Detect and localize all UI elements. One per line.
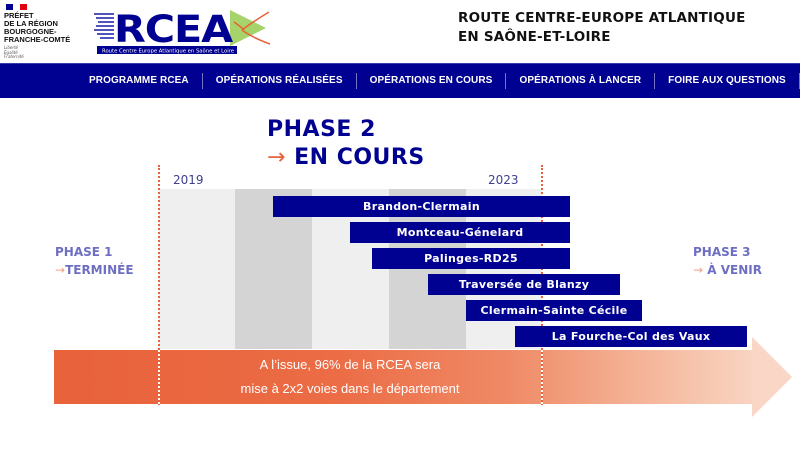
operation-bar-montceau-genelard[interactable]: Montceau-Génelard: [350, 222, 570, 243]
band-message: A l’issue, 96% de la RCEA sera mise à 2x…: [240, 357, 460, 396]
year-start: 2019: [173, 173, 204, 187]
year-column: [159, 189, 235, 349]
main-nav: PROGRAMME RCEA OPÉRATIONS RÉALISÉES OPÉR…: [0, 63, 800, 98]
arrow-right-icon: →: [693, 263, 704, 277]
nav-operations-realisees[interactable]: OPÉRATIONS RÉALISÉES: [203, 73, 357, 89]
arrow-right-icon: →: [55, 263, 66, 277]
end-marker-line-band: [541, 350, 543, 404]
rcea-logo-icon: RCEA Route Centre Europe Atlantique en S…: [94, 8, 271, 55]
prefet-logo: PRÉFET DE LA RÉGION BOURGOGNE- FRANCHE-C…: [4, 4, 88, 60]
svg-text:Route Centre Europe Atlantique: Route Centre Europe Atlantique en Saône …: [102, 48, 234, 55]
french-flag-icon: [6, 4, 88, 10]
prefet-name: PRÉFET DE LA RÉGION BOURGOGNE- FRANCHE-C…: [4, 11, 71, 44]
nav-foire-aux-questions[interactable]: FOIRE AUX QUESTIONS: [655, 73, 800, 89]
operation-bar-brandon-clermain[interactable]: Brandon-Clermain: [273, 196, 570, 217]
site-title: ROUTE CENTRE-EUROPE ATLANTIQUE EN SAÔNE-…: [458, 10, 746, 45]
start-marker-line: [158, 165, 160, 405]
arrow-head-icon: [752, 337, 792, 417]
phase3-label: PHASE 3 → À VENIR: [693, 245, 762, 277]
operation-bar-clermain-sainte-cecile[interactable]: Clermain-Sainte Cécile: [466, 300, 642, 321]
rcea-logo[interactable]: RCEA Route Centre Europe Atlantique en S…: [94, 4, 284, 56]
operation-bar-palinges-rd25[interactable]: Palinges-RD25: [372, 248, 570, 269]
arrow-right-icon: →: [267, 145, 286, 170]
operation-bar-traversee-blanzy[interactable]: Traversée de Blanzy: [428, 274, 620, 295]
nav-operations-a-lancer[interactable]: OPÉRATIONS À LANCER: [506, 73, 656, 89]
nav-operations-en-cours[interactable]: OPÉRATIONS EN COURS: [357, 73, 507, 89]
progress-arrow-band: [54, 350, 754, 404]
phase1-label: PHASE 1 →TERMINÉE: [55, 245, 134, 277]
svg-text:RCEA: RCEA: [114, 8, 234, 51]
operation-bar-la-fourche-col-des-vaux[interactable]: La Fourche-Col des Vaux: [515, 326, 747, 347]
phase2-heading: PHASE 2 → EN COURS: [267, 117, 425, 170]
nav-programme-rcea[interactable]: PROGRAMME RCEA: [76, 73, 203, 89]
year-end: 2023: [488, 173, 519, 187]
start-marker-line-band: [158, 350, 160, 404]
prefet-motto: Liberté Égalité Fraternité: [4, 45, 24, 59]
